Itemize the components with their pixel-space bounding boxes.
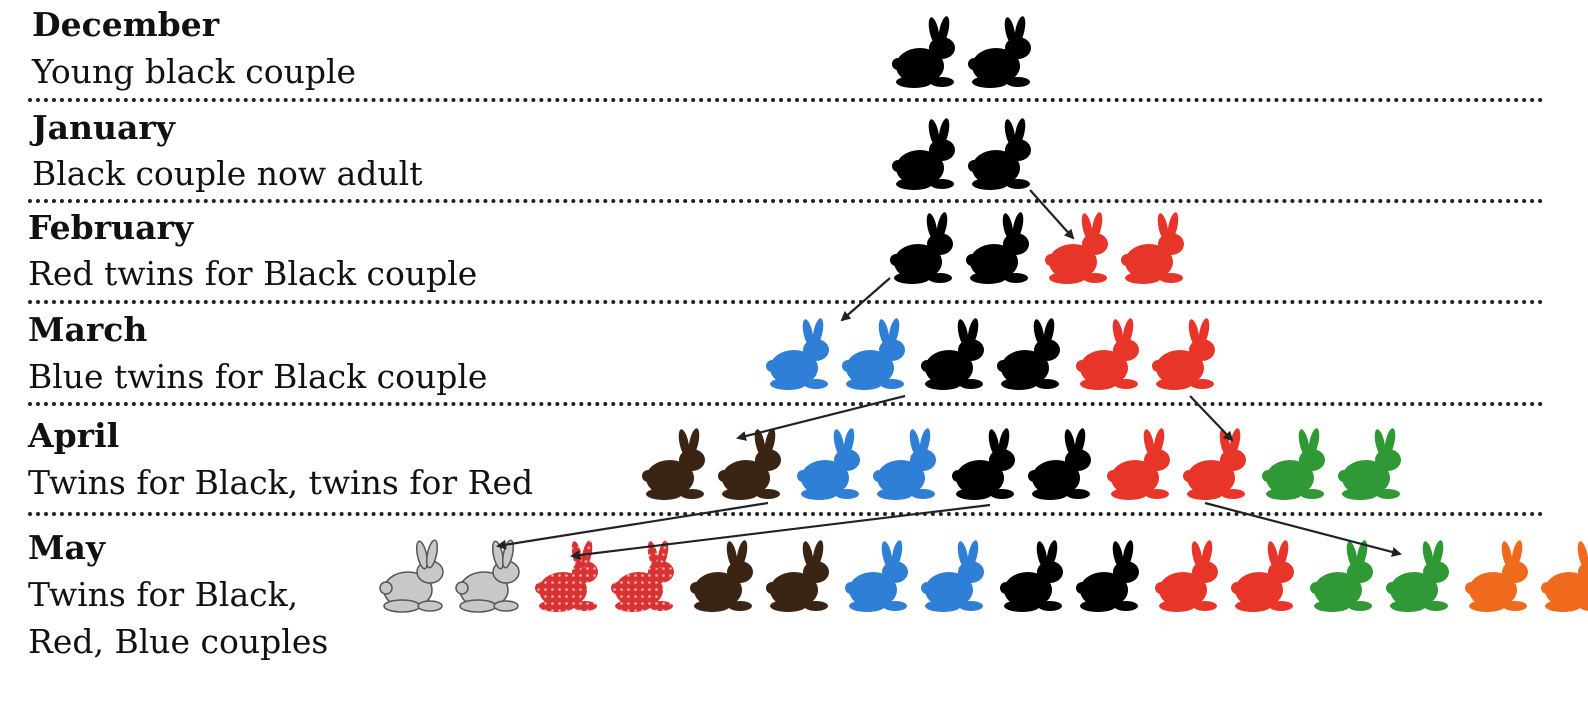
rabbit-icon [1045, 211, 1108, 284]
month-description: Twins for Black, [28, 575, 299, 614]
rabbit-icon [1155, 539, 1218, 612]
rabbit-icon [1262, 427, 1325, 500]
rabbit-pairs [379, 15, 1588, 613]
rabbit-pair-blue [797, 427, 936, 500]
rabbit-pair-black [921, 317, 1060, 390]
month-description: Twins for Black, twins for Red [28, 463, 534, 502]
rabbit-pair-grey [379, 538, 520, 613]
rabbit-icon [1107, 427, 1170, 500]
rabbit-pair-black [892, 15, 1031, 88]
rabbit-pair-black [1000, 539, 1139, 612]
rabbit-pair-black [952, 427, 1091, 500]
rabbit-pair-green [1262, 427, 1401, 500]
rabbit-icon [892, 15, 955, 88]
month-description: Red, Blue couples [28, 622, 329, 661]
month-label: March [28, 310, 148, 349]
rabbit-icon [718, 427, 781, 500]
rabbit-icon [1310, 539, 1373, 612]
row-divider [28, 98, 1544, 102]
rabbit-icon [1541, 539, 1588, 612]
row-divider [28, 300, 1544, 304]
month-label: April [28, 416, 120, 455]
rabbit-icon [766, 317, 829, 390]
rabbit-icon [1231, 539, 1294, 612]
rabbit-pair-brown [642, 427, 781, 500]
rabbit-icon [873, 427, 936, 500]
rabbit-icon [952, 427, 1015, 500]
rabbit-pair-black [890, 211, 1029, 284]
month-description: Blue twins for Black couple [28, 357, 488, 396]
rabbit-icon [997, 317, 1060, 390]
arrow [496, 501, 769, 550]
row-divider [28, 512, 1544, 516]
rabbit-icon [797, 427, 860, 500]
rabbit-pair-pink-dotted [535, 539, 674, 612]
rabbit-icon [1076, 317, 1139, 390]
parent-arrows [496, 189, 1402, 560]
rabbit-icon [1121, 211, 1184, 284]
rabbit-pair-red [1107, 427, 1246, 500]
arrow [1204, 501, 1402, 557]
rabbit-icon [690, 539, 753, 612]
rabbit-icon [455, 538, 520, 613]
rabbit-icon [642, 427, 705, 500]
arrow [840, 277, 891, 322]
arrow [736, 394, 906, 441]
month-description: Young black couple [32, 52, 357, 91]
rabbit-icon [1386, 539, 1449, 612]
rabbit-icon [1076, 539, 1139, 612]
rabbit-pair-red [1155, 539, 1294, 612]
rabbit-pair-black [892, 117, 1031, 190]
month-description: Red twins for Black couple [28, 254, 478, 293]
month-label: May [28, 528, 106, 567]
rabbit-icon [535, 539, 598, 612]
row-divider [28, 199, 1544, 203]
rabbit-pair-blue [845, 539, 984, 612]
rabbit-icon [966, 211, 1029, 284]
arrow [1189, 395, 1234, 442]
rabbit-icon [1000, 539, 1063, 612]
rabbit-pair-orange [1465, 539, 1588, 612]
rabbit-icon [968, 15, 1031, 88]
rabbit-pair-red [1076, 317, 1215, 390]
rabbit-pair-blue [766, 317, 905, 390]
rabbit-icon [1028, 427, 1091, 500]
arrow [1029, 189, 1075, 240]
month-label: December [32, 5, 220, 44]
rabbit-icon [968, 117, 1031, 190]
rabbit-pair-brown [690, 539, 829, 612]
rabbit-icon [845, 539, 908, 612]
rabbit-icon [921, 317, 984, 390]
rabbit-icon [1183, 427, 1246, 500]
rabbit-pair-green [1310, 539, 1449, 612]
rabbit-icon [1338, 427, 1401, 500]
month-label: February [28, 208, 194, 247]
month-description: Black couple now adult [32, 154, 423, 193]
row-divider [28, 402, 1544, 406]
rabbit-pair-red [1045, 211, 1184, 284]
arrow [570, 503, 991, 560]
rabbit-icon [1465, 539, 1528, 612]
rabbit-icon [921, 539, 984, 612]
rabbit-icon [379, 538, 444, 613]
rabbit-icon [766, 539, 829, 612]
month-label: January [32, 108, 175, 147]
rabbit-icon [892, 117, 955, 190]
rabbit-icon [1152, 317, 1215, 390]
rabbit-icon [842, 317, 905, 390]
rabbit-icon [890, 211, 953, 284]
